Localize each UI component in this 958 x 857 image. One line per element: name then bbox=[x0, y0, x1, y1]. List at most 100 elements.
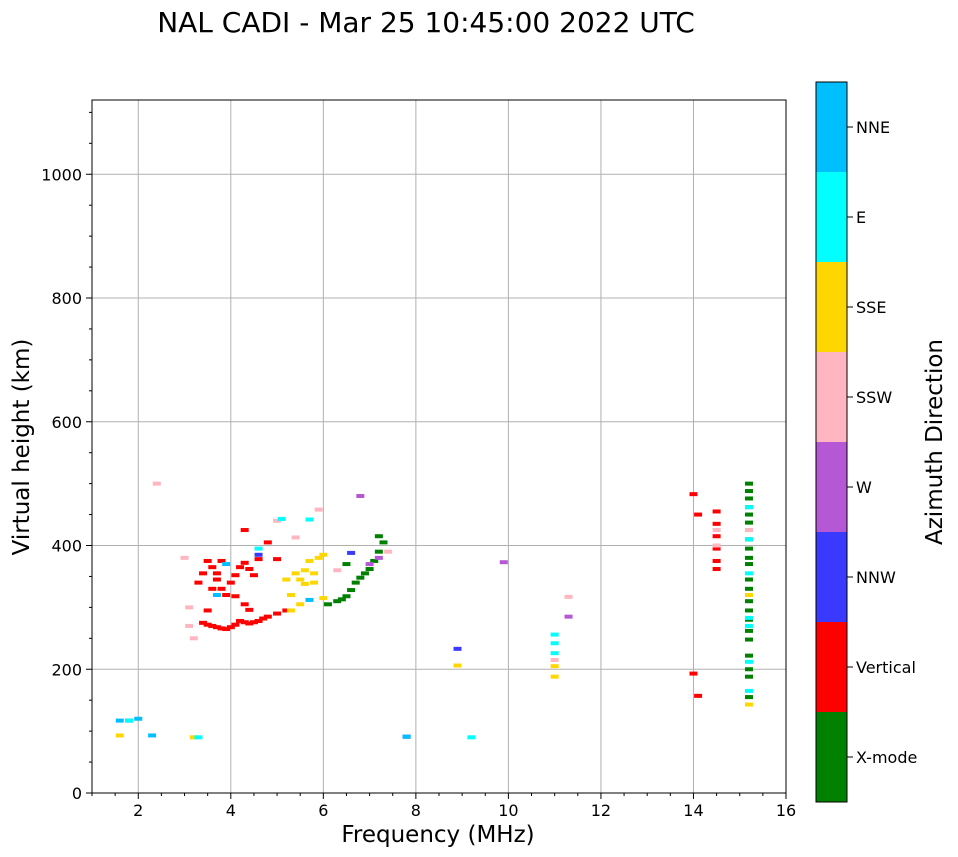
colorbar-swatch bbox=[816, 82, 847, 172]
data-point-e bbox=[194, 735, 203, 740]
data-point-nne bbox=[134, 716, 143, 721]
x-tick-label: 2 bbox=[133, 801, 143, 820]
x-tick-label: 14 bbox=[683, 801, 703, 820]
data-point-xmode bbox=[744, 496, 753, 501]
data-point-sse bbox=[296, 602, 305, 607]
data-point-vertical bbox=[199, 571, 208, 576]
x-tick-label: 16 bbox=[776, 801, 796, 820]
y-tick-label: 800 bbox=[51, 289, 82, 308]
data-point-xmode bbox=[333, 599, 342, 604]
y-axis-label: Virtual height (km) bbox=[9, 339, 35, 556]
data-point-sse bbox=[300, 581, 309, 586]
data-point-vertical bbox=[249, 573, 258, 578]
data-point-vertical bbox=[240, 602, 249, 607]
data-point-vertical bbox=[208, 586, 217, 591]
data-point-vertical bbox=[245, 567, 254, 572]
colorbar-swatch bbox=[816, 532, 847, 622]
data-point-ssw bbox=[185, 623, 194, 628]
data-point-vertical bbox=[689, 492, 698, 497]
colorbar-swatch bbox=[816, 262, 847, 352]
data-point-e bbox=[550, 641, 559, 646]
x-tick-label: 10 bbox=[498, 801, 518, 820]
colorbar: X-mode Vertical NNW W SSW SSE E NNE bbox=[815, 81, 917, 803]
data-point-vertical bbox=[208, 565, 217, 570]
data-point-nne bbox=[305, 597, 314, 602]
data-point-sse bbox=[286, 608, 295, 613]
chart-title: NAL CADI - Mar 25 10:45:00 2022 UTC bbox=[157, 6, 695, 39]
data-point-e bbox=[550, 651, 559, 656]
data-point-xmode bbox=[379, 540, 388, 545]
data-point-sse bbox=[189, 735, 198, 740]
data-point-e bbox=[744, 623, 753, 628]
data-point-sse bbox=[744, 702, 753, 707]
data-point-e bbox=[744, 537, 753, 542]
data-point-xmode bbox=[744, 674, 753, 679]
colorbar-swatch bbox=[816, 712, 847, 802]
y-axis: 0 200 400 600 800 1000 bbox=[41, 111, 92, 803]
data-point-ssw bbox=[185, 605, 194, 610]
data-point-nnw bbox=[453, 646, 462, 651]
data-point-nne bbox=[402, 734, 411, 739]
data-point-xmode bbox=[744, 512, 753, 517]
colorbar-swatch bbox=[816, 172, 847, 262]
data-point-xmode bbox=[744, 653, 753, 658]
data-point-xmode bbox=[365, 567, 374, 572]
data-point-e bbox=[744, 615, 753, 620]
data-point-vertical bbox=[203, 622, 212, 627]
data-point-vertical bbox=[254, 557, 263, 562]
y-tick-label: 200 bbox=[51, 660, 82, 679]
data-point-xmode bbox=[744, 695, 753, 700]
data-point-vertical bbox=[203, 608, 212, 613]
data-point-vertical bbox=[712, 558, 721, 563]
data-point-vertical bbox=[240, 620, 249, 625]
data-point-ssw bbox=[550, 657, 559, 662]
data-point-vertical bbox=[236, 565, 245, 570]
data-point-xmode bbox=[356, 575, 365, 580]
data-point-xmode bbox=[351, 580, 360, 585]
data-point-xmode bbox=[744, 481, 753, 486]
data-point-sse bbox=[744, 593, 753, 597]
colorbar-tick-label: X-mode bbox=[856, 748, 917, 767]
data-point-vertical bbox=[194, 580, 203, 585]
data-point-vertical bbox=[222, 627, 231, 632]
data-point-vertical bbox=[231, 573, 240, 578]
data-point-vertical bbox=[240, 528, 249, 533]
data-point-vertical bbox=[694, 693, 703, 698]
data-point-sse bbox=[286, 593, 295, 597]
data-point-vertical bbox=[712, 509, 721, 514]
data-point-vertical bbox=[689, 671, 698, 676]
data-point-vertical bbox=[231, 622, 240, 627]
colorbar-label: Azimuth Direction bbox=[922, 339, 948, 545]
data-point-xmode bbox=[374, 534, 383, 539]
data-point-nne bbox=[115, 718, 124, 723]
colorbar-tick-label: E bbox=[856, 208, 866, 227]
data-point-vertical bbox=[259, 616, 268, 621]
data-point-ssw bbox=[180, 555, 189, 560]
data-point-w bbox=[356, 494, 365, 498]
data-point-ssw bbox=[333, 568, 342, 573]
data-point-xmode bbox=[370, 558, 379, 563]
data-point-vertical bbox=[263, 540, 272, 545]
x-tick-label: 4 bbox=[226, 801, 236, 820]
x-tick-label: 12 bbox=[591, 801, 611, 820]
data-point-xmode bbox=[744, 667, 753, 672]
data-point-vertical bbox=[222, 593, 231, 597]
data-point-sse bbox=[282, 577, 291, 582]
data-point-ssw bbox=[712, 528, 721, 533]
data-point-sse bbox=[453, 663, 462, 668]
data-point-e bbox=[744, 505, 753, 510]
colorbar-tick-label: NNW bbox=[856, 568, 896, 587]
data-point-sse bbox=[310, 580, 319, 585]
data-point-ssw bbox=[314, 507, 323, 512]
data-point-vertical bbox=[203, 558, 212, 563]
data-point-vertical bbox=[245, 621, 254, 626]
y-tick-label: 400 bbox=[51, 537, 82, 556]
y-tick-label: 1000 bbox=[41, 165, 82, 184]
data-point-vertical bbox=[217, 626, 226, 631]
data-point-e bbox=[305, 517, 314, 522]
data-point-vertical bbox=[712, 546, 721, 551]
data-point-nnw bbox=[254, 552, 263, 557]
x-axis-label: Frequency (MHz) bbox=[341, 822, 534, 848]
data-point-nne bbox=[148, 733, 157, 738]
